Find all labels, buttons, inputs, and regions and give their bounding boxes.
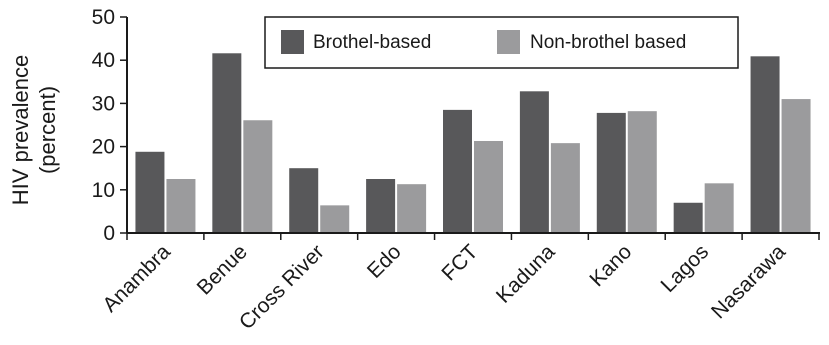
bar-brothel-kaduna — [519, 91, 549, 233]
x-category-label-kaduna: Kaduna — [492, 240, 560, 308]
bar-brothel-lagos — [673, 202, 703, 233]
legend-swatch-brothel — [281, 30, 304, 54]
bar-nonbrothel-fct — [474, 140, 503, 233]
bar-brothel-nasarawa — [750, 56, 780, 234]
bars-group — [135, 53, 811, 234]
bar-nonbrothel-kano — [627, 111, 657, 233]
bar-nonbrothel-anambra — [166, 179, 196, 233]
bar-brothel-anambra — [135, 151, 165, 233]
y-axis-title: HIV prevalence (percent) — [8, 55, 60, 205]
y-tick-label: 0 — [103, 222, 115, 245]
legend-label-nonbrothel: Non-brothel based — [530, 32, 686, 53]
x-category-label-benue: Benue — [193, 240, 252, 299]
y-axis-title-line1: HIV prevalence — [8, 55, 33, 205]
y-tick-label: 40 — [92, 49, 115, 72]
bar-brothel-benue — [212, 53, 242, 234]
x-category-label-anambra: Anambra — [98, 240, 175, 317]
bar-brothel-kano — [596, 112, 626, 233]
bar-nonbrothel-lagos — [704, 183, 734, 233]
x-category-label-nasarawa: Nasarawa — [707, 240, 790, 323]
bar-brothel-fct — [443, 109, 472, 233]
y-axis-title-line2: (percent) — [35, 86, 60, 174]
bar-brothel-edo — [366, 179, 396, 233]
x-category-label-kano: Kano — [585, 240, 636, 291]
x-category-label-fct: FCT — [437, 240, 482, 285]
x-category-label-lagos: Lagos — [656, 240, 713, 297]
bar-nonbrothel-kaduna — [550, 143, 580, 233]
y-tick-label: 20 — [92, 136, 115, 159]
x-category-label-edo: Edo — [363, 240, 406, 283]
legend-label-brothel: Brothel-based — [313, 32, 431, 53]
bar-nonbrothel-benue — [243, 120, 273, 233]
y-tick-label: 30 — [92, 92, 115, 115]
bar-brothel-cross-river — [289, 168, 319, 233]
legend-swatch-nonbrothel — [497, 30, 520, 54]
y-tick-label: 50 — [92, 6, 115, 29]
legend: Brothel-based Non-brothel based — [264, 16, 739, 69]
bar-nonbrothel-nasarawa — [781, 99, 811, 233]
y-tick-label: 10 — [92, 179, 115, 202]
bar-nonbrothel-edo — [397, 184, 427, 233]
bar-nonbrothel-cross-river — [320, 205, 350, 233]
